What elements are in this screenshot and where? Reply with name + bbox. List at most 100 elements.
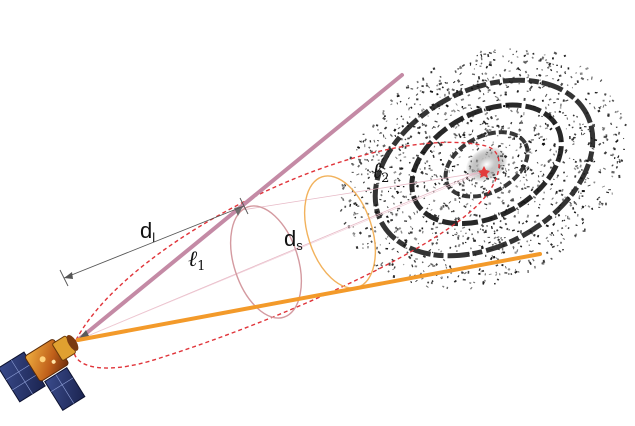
galaxy-star-speck [494,114,497,117]
galaxy-star-speck [487,236,491,239]
galaxy-star-speck [423,181,426,184]
galaxy-star-speck [434,231,438,235]
galaxy-star-speck [560,103,562,107]
galaxy-star-speck [539,125,542,128]
galaxy-star-speck [605,202,607,206]
galaxy-star-speck [430,262,432,265]
galaxy-core-star-icon [478,166,490,178]
galaxy-star-speck [445,263,447,267]
galaxy-star-speck [471,129,474,133]
lens-region-ellipse [73,141,500,369]
galaxy-star-speck [461,105,464,108]
galaxy-star-speck [554,216,557,218]
galaxy-star-speck [481,190,485,194]
galaxy-star-speck [526,186,530,188]
galaxy-star-speck [507,163,511,166]
galaxy-star-speck [355,203,358,207]
galaxy-star-speck [452,109,456,113]
galaxy-star-speck [445,266,448,269]
galaxy-star-speck [505,84,508,87]
galaxy-star-speck [471,198,474,201]
galaxy-star-speck [507,273,510,275]
galaxy-star-speck [516,230,520,233]
galaxy-star-speck [507,189,512,194]
galaxy-star-speck [364,226,369,230]
galaxy-star-speck [478,272,481,275]
galaxy-star-speck [495,264,499,267]
galaxy-star-speck [421,123,425,126]
galaxy-star-speck [382,134,385,138]
galaxy-star-speck [526,90,529,92]
galaxy-star-speck [586,177,590,180]
galaxy-star-speck [431,175,434,178]
galaxy-star-speck [501,264,504,267]
galaxy-star-speck [482,139,485,142]
galaxy-star-speck [541,85,545,88]
galaxy-star-speck [561,227,564,230]
galaxy-star-speck [609,95,611,97]
galaxy-star-speck [380,261,384,266]
galaxy-star-speck [432,265,436,267]
galaxy-star-speck [541,175,544,178]
galaxy-star-speck [407,215,411,219]
galaxy-star-speck [421,261,424,264]
galaxy-star-speck [419,103,421,106]
galaxy-star-speck [495,229,499,232]
galaxy-star-speck [454,233,458,236]
galaxy-star-speck [408,161,411,164]
galaxy-star-speck [573,167,577,171]
galaxy-star-speck [408,116,411,118]
galaxy-star-speck [404,241,408,244]
galaxy-star-speck [514,170,519,175]
galaxy-star-speck [558,110,562,113]
galaxy-star-speck [611,192,613,195]
galaxy-star-speck [439,96,441,98]
galaxy-star-speck [392,275,396,278]
galaxy-star-speck [410,280,413,284]
galaxy-star-speck [394,187,396,190]
galaxy-star-speck [439,208,442,211]
galaxy-star-speck [356,213,359,215]
galaxy-star-speck [582,230,586,232]
galaxy-star-speck [615,133,617,136]
galaxy-star-speck [382,110,385,112]
galaxy-star-speck [558,189,562,192]
galaxy-star-speck [488,128,492,132]
label-ell2: ℓ2 [372,159,389,186]
galaxy-star-speck [503,217,507,221]
galaxy-star-speck [481,269,485,273]
galaxy-star-speck [551,245,555,249]
label-dl: dl [140,218,155,245]
galaxy-star-speck [513,248,515,250]
galaxy-star-speck [518,82,521,85]
galaxy-star-speck [344,205,347,208]
galaxy-star-speck [415,93,419,96]
galaxy-star-speck [529,87,531,91]
galaxy-star-speck [489,256,493,261]
galaxy-star-speck [598,202,601,206]
galaxy-star-speck [408,108,410,111]
galaxy-star-speck [489,61,492,65]
galaxy-star-speck [545,251,549,255]
galaxy-star-speck [479,90,482,93]
galaxy-star-speck [503,68,507,72]
galaxy-star-speck [436,239,439,241]
galaxy-star-speck [525,220,528,223]
galaxy-star-speck [443,183,446,186]
galaxy-star-speck [441,163,445,166]
galaxy-star-speck [431,251,434,254]
galaxy-star-speck [470,107,473,110]
galaxy-star-speck [413,103,416,106]
galaxy-star-speck [515,50,518,53]
galaxy-star-speck [587,184,591,187]
galaxy-star-speck [528,261,532,265]
galaxy-star-speck [362,243,364,246]
galaxy-star-speck [581,190,585,193]
galaxy-star-speck [620,159,624,162]
galaxy-star-speck [533,128,536,132]
galaxy-star-speck [462,242,465,245]
galaxy-star-speck [549,127,553,131]
galaxy-star-speck [430,227,434,230]
galaxy-star-speck [487,88,491,92]
galaxy-star-speck [507,169,510,171]
